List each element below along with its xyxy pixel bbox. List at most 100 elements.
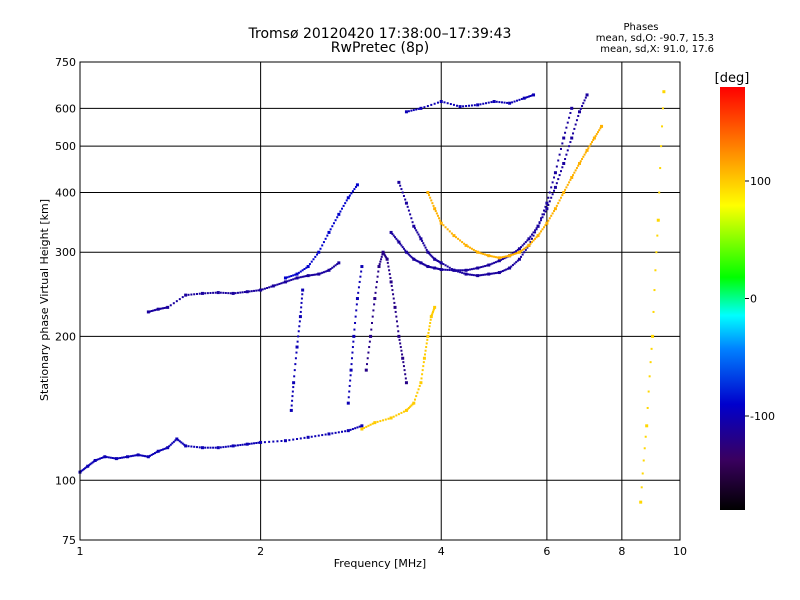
echo-point [585, 93, 589, 97]
echo-point-interp [518, 98, 521, 101]
echo-point-interp [465, 105, 468, 108]
echo-point-interp [425, 248, 428, 251]
echo-point-interp [650, 347, 653, 350]
echo-point-interp [255, 289, 258, 292]
echo-point-interp [204, 446, 207, 449]
echo-point-interp [365, 425, 368, 428]
echo-point-interp [130, 455, 133, 458]
echo-point-interp [250, 290, 253, 293]
echo-point-interp [415, 229, 418, 232]
echo-point-interp [550, 214, 553, 217]
echo-point-interp [534, 237, 537, 240]
echo-point [487, 254, 491, 258]
echo-point-interp [654, 269, 657, 272]
echo-point-interp [161, 448, 164, 451]
echo-point-interp [553, 189, 556, 192]
echo-point-interp [431, 312, 434, 315]
echo-point-interp [321, 434, 324, 437]
echo-point [497, 256, 501, 260]
echo-point-interp [559, 147, 562, 150]
echo-point-interp [434, 210, 437, 213]
echo-point-interp [520, 98, 523, 101]
echo-point-interp [590, 141, 593, 144]
echo-point [639, 500, 643, 504]
echo-point-interp [222, 446, 225, 449]
echo-point-interp [444, 226, 447, 229]
echo-point-interp [334, 264, 337, 267]
echo-point-interp [381, 253, 384, 256]
colorbar-label: [deg] [715, 71, 750, 86]
echo-point-interp [579, 160, 582, 163]
x-tick-label: 1 [77, 545, 84, 558]
echo-point-interp [121, 456, 124, 459]
echo-point-interp [190, 293, 193, 296]
echo-point-interp [400, 349, 403, 352]
echo-point-interp [351, 351, 354, 354]
echo-point-interp [367, 351, 370, 354]
echo-point-interp [569, 178, 572, 181]
echo-point [381, 250, 385, 254]
echo-point-interp [292, 386, 295, 389]
echo-point-interp [511, 253, 514, 256]
echo-point [585, 148, 589, 152]
echo-point [175, 437, 179, 441]
echo-point [412, 257, 416, 261]
echo-point-interp [569, 141, 572, 144]
echo-point-interp [558, 153, 561, 156]
echo-point-interp [564, 131, 567, 134]
x-tick-label: 4 [438, 545, 445, 558]
echo-point-interp [641, 472, 644, 475]
echo-point [295, 345, 299, 349]
echo-point [522, 96, 526, 100]
echo-point-interp [181, 442, 184, 445]
echo-point-interp [396, 239, 399, 242]
echo-point-interp [111, 456, 114, 459]
echo-point [259, 440, 263, 444]
echo-point-interp [503, 255, 506, 258]
echo-point-interp [133, 454, 136, 457]
echo-point-interp [153, 309, 156, 312]
echo-point-interp [661, 107, 664, 110]
echo-point-interp [395, 237, 398, 240]
echo-point-interp [480, 274, 483, 277]
echo-point-interp [510, 254, 513, 257]
echo-point-interp [584, 151, 587, 154]
echo-point [373, 297, 377, 301]
echo-point [126, 455, 130, 459]
echo-point-interp [100, 456, 103, 459]
echo-point-interp [250, 442, 253, 445]
echo-point-interp [459, 269, 462, 272]
echo-point [645, 424, 649, 428]
echo-point [166, 305, 170, 309]
echo-point-interp [478, 251, 481, 254]
echo-point-interp [209, 446, 212, 449]
echo-point-interp [432, 204, 435, 207]
echo-point-interp [351, 346, 354, 349]
echo-point [662, 90, 666, 94]
echo-point-interp [540, 230, 543, 233]
echo-points [78, 90, 666, 504]
echo-point-interp [455, 269, 458, 272]
echo-point-interp [551, 212, 554, 215]
echo-point-interp [294, 357, 297, 360]
echo-point [527, 237, 531, 241]
echo-point-interp [377, 270, 380, 273]
echo-point-interp [305, 275, 308, 278]
echo-point-interp [257, 289, 260, 292]
echo-point-interp [303, 275, 306, 278]
echo-point-interp [428, 325, 431, 328]
echo-point-interp [312, 258, 315, 261]
echo-point [487, 263, 491, 267]
echo-point-interp [491, 262, 494, 265]
echo-point-interp [248, 442, 251, 445]
echo-point-interp [236, 291, 239, 294]
echo-point-interp [442, 224, 445, 227]
echo-point-interp [524, 96, 527, 99]
echo-point-interp [438, 217, 441, 220]
echo-point-interp [527, 95, 530, 98]
echo-point-interp [649, 361, 652, 364]
echo-point-interp [500, 256, 503, 259]
echo-point-interp [404, 377, 407, 380]
echo-point-interp [388, 269, 391, 272]
echo-point-interp [410, 217, 413, 220]
